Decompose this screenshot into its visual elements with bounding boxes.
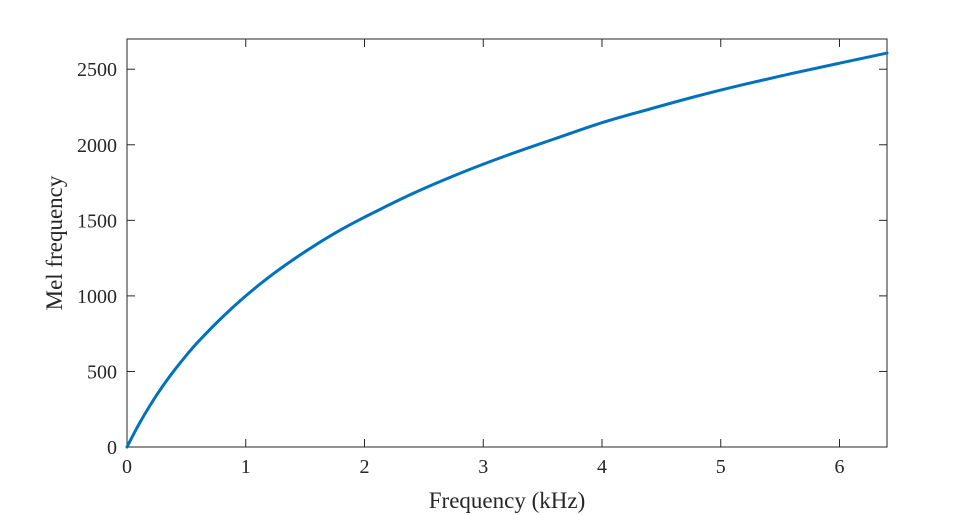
x-tick-label: 1 — [241, 456, 251, 478]
mel-curve-line — [125, 51, 889, 449]
x-tick-label: 0 — [122, 456, 132, 478]
plot-area — [126, 38, 888, 448]
x-tick-label: 5 — [716, 456, 726, 478]
x-tick-label: 2 — [360, 456, 370, 478]
y-tick-label: 0 — [107, 437, 117, 459]
y-tick-label: 500 — [87, 361, 117, 383]
x-axis-ticks: 0 1 2 3 4 5 6 — [122, 39, 845, 478]
y-tick-label: 1000 — [77, 286, 117, 308]
x-axis-label: Frequency (kHz) — [429, 488, 585, 513]
y-tick-label: 2500 — [77, 59, 117, 81]
x-tick-label: 6 — [835, 456, 845, 478]
x-tick-label: 3 — [478, 456, 488, 478]
y-tick-label: 1500 — [77, 210, 117, 232]
y-axis-label: Mel frequency — [42, 175, 67, 310]
y-axis-ticks: 0 500 1000 1500 2000 2500 — [77, 59, 887, 459]
x-tick-label: 4 — [597, 456, 607, 478]
y-tick-label: 2000 — [77, 135, 117, 157]
